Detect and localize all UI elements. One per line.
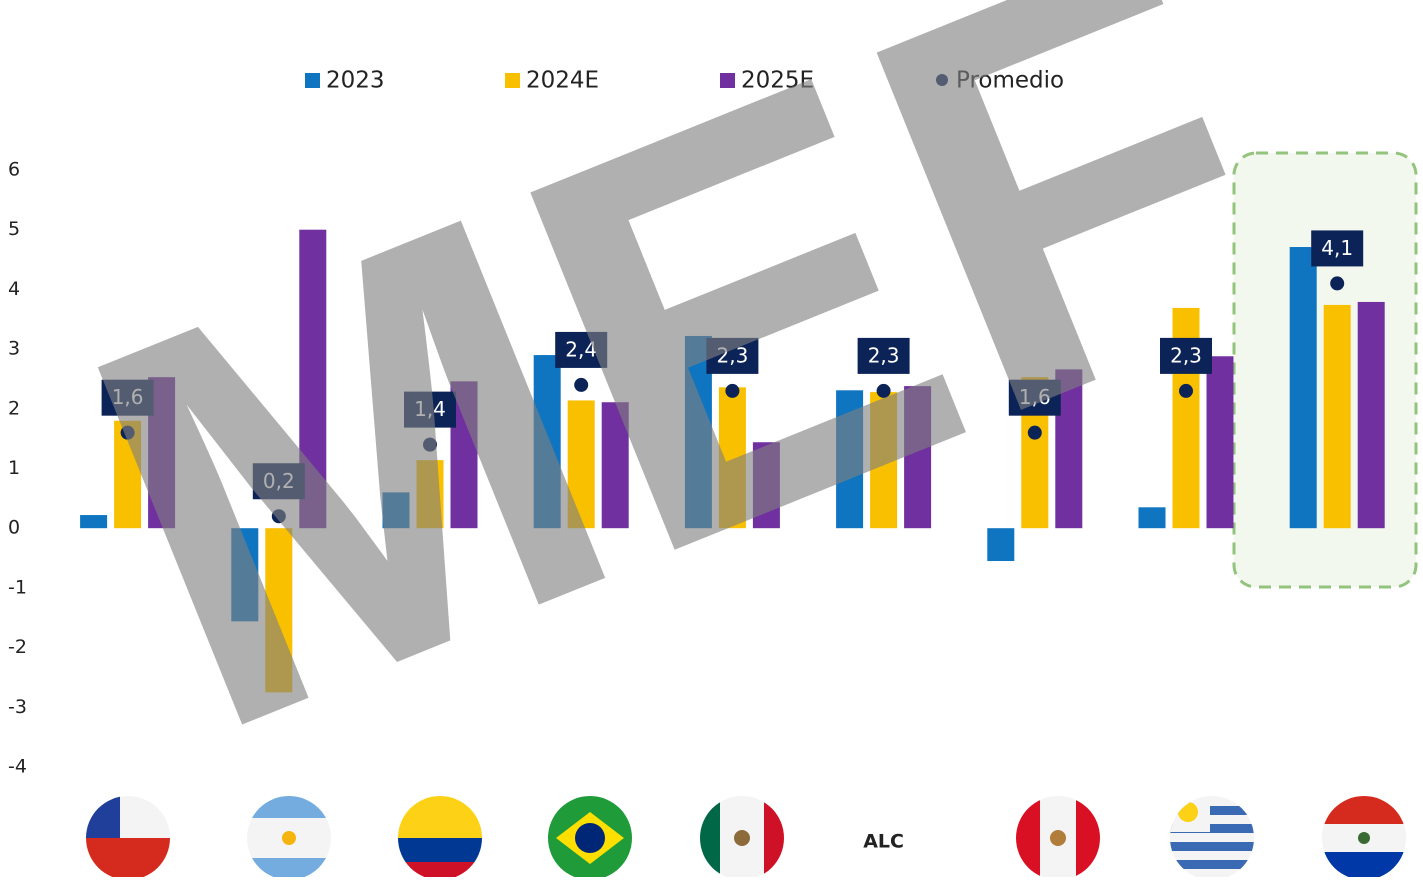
label-box (857, 337, 910, 374)
label-box (1160, 337, 1212, 374)
value-label: 1,6 (1019, 385, 1051, 409)
bar (870, 392, 898, 529)
average-dot (423, 437, 437, 452)
bar (904, 386, 932, 529)
label-box (101, 379, 154, 416)
bar (80, 515, 108, 529)
value-label: 0,2 (263, 469, 295, 493)
average-dot (271, 509, 286, 524)
y-tick-label: 5 (8, 218, 20, 240)
y-tick-label: 4 (8, 278, 20, 300)
legend-label: Promedio (956, 68, 1064, 94)
legend-swatch (305, 73, 320, 88)
average-dot (1027, 425, 1042, 440)
bar (1323, 304, 1351, 529)
bar (1357, 301, 1385, 529)
bar (567, 400, 595, 529)
y-tick-label: 6 (8, 159, 20, 181)
bar (752, 442, 780, 529)
average-dot (1179, 383, 1193, 398)
label-box (252, 463, 305, 500)
legend-swatch (720, 73, 735, 88)
label-box (1008, 379, 1061, 416)
label-box (706, 337, 759, 374)
bar (1206, 356, 1234, 529)
legend-swatch (505, 73, 520, 88)
y-tick-label: -4 (8, 756, 27, 778)
bar (987, 528, 1015, 562)
value-label: 1,6 (112, 385, 144, 409)
average-dot (120, 425, 135, 440)
bar (533, 355, 561, 529)
bar (382, 492, 410, 529)
bar (231, 528, 259, 622)
average-dot (574, 377, 589, 392)
legend-swatch (936, 74, 948, 86)
bar (601, 402, 629, 529)
value-label: 1,4 (414, 397, 446, 421)
x-tick-label: ALC (863, 831, 904, 853)
value-label: 4,1 (1321, 236, 1353, 260)
label-box (1311, 230, 1364, 267)
y-tick-label: 3 (8, 338, 20, 360)
value-label: 2,3 (1170, 343, 1202, 367)
bar (1138, 507, 1166, 529)
label-box (555, 331, 608, 368)
y-tick-label: 0 (8, 517, 20, 539)
bar (265, 528, 293, 693)
legend-label: 2024E (526, 68, 599, 94)
bar (718, 387, 746, 529)
y-tick-label: -3 (8, 696, 27, 718)
y-tick-label: 1 (8, 457, 20, 479)
legend-label: 2025E (741, 68, 814, 94)
value-label: 2,3 (868, 343, 900, 367)
bar (1289, 247, 1317, 529)
y-tick-label: 2 (8, 397, 20, 419)
label-box (404, 391, 456, 428)
value-label: 2,4 (565, 337, 597, 361)
watermark: MEF (17, 0, 1348, 849)
average-dot (725, 383, 740, 398)
average-dot (1330, 276, 1345, 291)
value-label: 2,3 (716, 343, 748, 367)
y-tick-label: -1 (8, 576, 27, 598)
bar (416, 460, 444, 529)
legend-label: 2023 (326, 68, 385, 94)
average-dot (876, 383, 891, 398)
y-tick-label: -2 (8, 636, 27, 658)
bar (836, 390, 864, 529)
